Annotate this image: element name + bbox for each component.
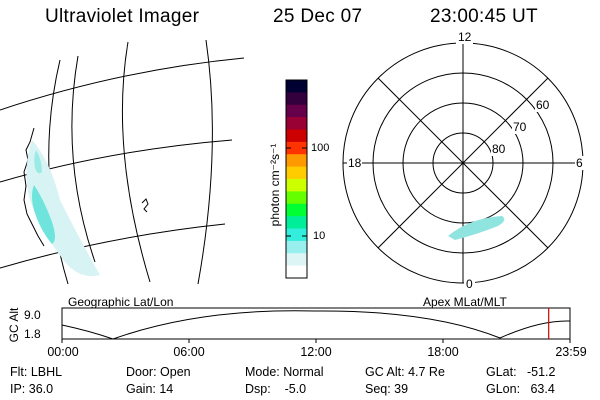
info-gain: Gain: 14	[126, 382, 174, 396]
aurora-core	[32, 185, 55, 244]
map-longitude-line	[197, 39, 213, 285]
instrument-title: Ultraviolet Imager	[45, 6, 200, 27]
mlt-label-6: 6	[575, 156, 584, 170]
colorbar-segment	[286, 203, 307, 217]
altitude-curve	[61, 310, 571, 340]
info-ip: IP: 36.0	[10, 382, 54, 396]
colorbar-units-label: photon cm⁻²s⁻¹	[268, 143, 282, 227]
timeline-xtick: 06:00	[173, 345, 205, 359]
mlt-label-0: 0	[464, 277, 475, 291]
timeline-right-label: Apex MLat/MLT	[423, 295, 507, 309]
timeline-ytick-bottom: 1.8	[24, 327, 41, 341]
colorbar-segment	[286, 117, 307, 131]
mlt-label-18: 18	[347, 156, 363, 170]
info-filter: Flt: LBHL	[10, 365, 63, 379]
colorbar-segment	[286, 228, 307, 242]
timeline-ytick-top: 9.0	[24, 308, 41, 322]
colorbar-segment	[286, 240, 307, 254]
map-latitude-line	[0, 57, 245, 111]
colorbar-tick-10: 10	[313, 230, 326, 242]
timeline-frame	[61, 307, 571, 340]
colorbar-segment	[286, 265, 307, 279]
colorbar-segment	[286, 191, 307, 205]
info-glon: GLon: 63.4	[486, 382, 555, 396]
info-door: Door: Open	[126, 365, 191, 379]
map-longitude-line	[71, 55, 96, 263]
lat-label-60: 60	[535, 98, 551, 112]
lat-label-80: 80	[491, 142, 507, 156]
colorbar-segment	[286, 253, 307, 267]
info-seq: Seq: 39	[365, 382, 409, 396]
polar-plot	[342, 42, 584, 284]
aurora-core	[34, 150, 42, 174]
colorbar-segment	[286, 154, 307, 168]
map-latitude-line	[0, 223, 226, 269]
mlt-label-12: 12	[456, 30, 474, 44]
colorbar-segment	[286, 129, 307, 143]
timeline-xtick: 12:00	[300, 345, 332, 359]
info-mode: Mode: Normal	[245, 365, 324, 379]
timeline-left-label: Geographic Lat/Lon	[68, 295, 174, 309]
coastline-small	[141, 198, 149, 213]
colorbar-segment	[286, 216, 307, 230]
coastline	[23, 127, 45, 247]
observation-time: 23:00:45 UT	[430, 6, 538, 27]
colorbar-segment	[286, 92, 307, 106]
timeline-xtick: 18:00	[427, 345, 459, 359]
polar-aurora-emission	[448, 216, 505, 240]
timeline-xtick: 23:59	[555, 345, 587, 359]
lat-label-70: 70	[512, 120, 528, 134]
colorbar-segment	[286, 141, 307, 155]
aurora-region	[26, 140, 101, 277]
timeline-y-axis-label: GC Alt	[7, 307, 21, 343]
observation-date: 25 Dec 07	[273, 6, 363, 27]
info-gc-alt: GC Alt: 4.7 Re	[365, 365, 445, 379]
colorbar	[285, 79, 308, 279]
altitude-timeline	[61, 307, 571, 343]
colorbar-segment	[286, 104, 307, 118]
polar-axis	[377, 77, 549, 249]
info-glat: GLat: -51.2	[486, 365, 556, 379]
map-longitude-line	[121, 41, 151, 283]
timeline-xtick: 00:00	[47, 345, 79, 359]
info-dsp: Dsp: -5.0	[245, 382, 307, 396]
colorbar-segment	[286, 80, 307, 93]
colorbar-segment	[286, 179, 307, 192]
map-aurora-emission	[26, 140, 101, 277]
colorbar-tick-100: 100	[311, 142, 330, 154]
colorbar-segment	[286, 166, 307, 180]
